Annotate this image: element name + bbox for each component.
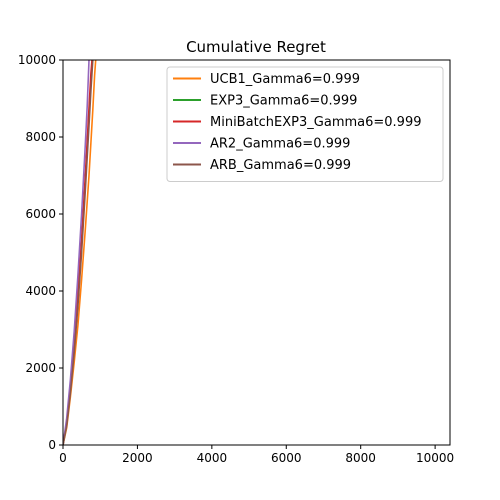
legend-label: EXP3_Gamma6=0.999	[210, 94, 357, 109]
x-tick-label: 10000	[416, 451, 454, 465]
x-tick-label: 0	[59, 451, 67, 465]
x-tick-label: 6000	[271, 451, 302, 465]
x-tick-label: 4000	[197, 451, 228, 465]
legend-label: MiniBatchEXP3_Gamma6=0.999	[210, 115, 422, 130]
y-tick-label: 4000	[25, 284, 56, 298]
y-tick-label: 8000	[25, 130, 56, 144]
x-axis: 0 2000 4000 6000 8000 10000	[59, 445, 454, 465]
legend-label: AR2_Gamma6=0.999	[210, 137, 350, 152]
x-tick-label: 8000	[345, 451, 376, 465]
series-lines	[63, 60, 97, 445]
y-tick-label: 2000	[25, 361, 56, 375]
y-tick-label: 10000	[18, 53, 56, 67]
y-tick-label: 0	[48, 438, 56, 452]
legend: UCB1_Gamma6=0.999 EXP3_Gamma6=0.999 MiniBa…	[166, 66, 444, 182]
y-tick-label: 6000	[25, 207, 56, 221]
legend-box	[166, 66, 444, 182]
series-line-3	[63, 60, 93, 445]
y-axis: 0 2000 4000 6000 8000 10000	[18, 53, 63, 452]
plot-frame	[62, 59, 451, 446]
legend-label: UCB1_Gamma6=0.999	[210, 72, 360, 87]
x-tick-label: 2000	[122, 451, 153, 465]
chart-title: Cumulative Regret	[186, 38, 326, 56]
series-line-4	[63, 60, 90, 445]
series-line-5	[63, 60, 94, 445]
legend-label: ARB_Gamma6=0.999	[210, 158, 351, 173]
